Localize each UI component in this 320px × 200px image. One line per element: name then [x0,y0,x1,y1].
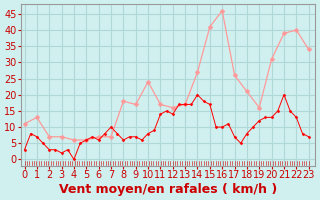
X-axis label: Vent moyen/en rafales ( km/h ): Vent moyen/en rafales ( km/h ) [59,183,277,196]
